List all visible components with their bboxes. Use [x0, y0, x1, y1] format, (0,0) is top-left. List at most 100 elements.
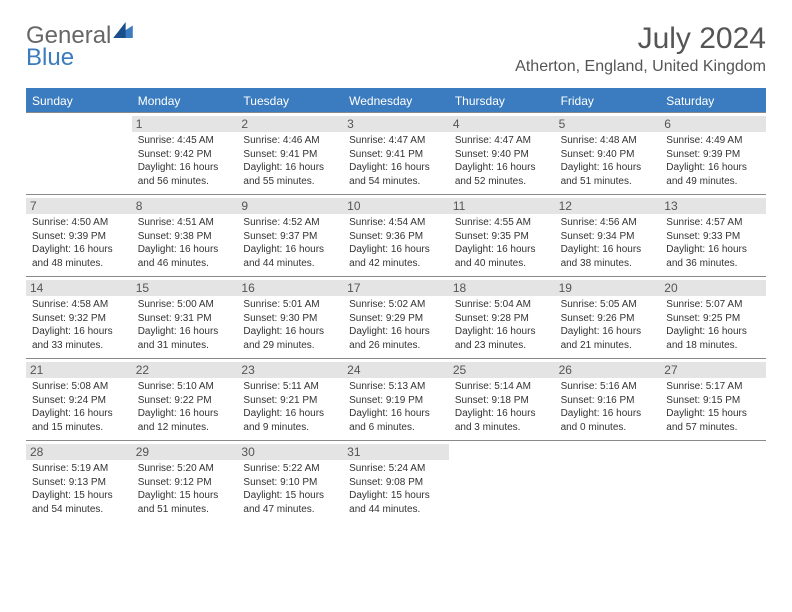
sunrise-line: Sunrise: 5:19 AM	[32, 462, 126, 476]
day-header-cell: Monday	[132, 90, 238, 112]
sunrise-line: Sunrise: 5:10 AM	[138, 380, 232, 394]
sunrise-line: Sunrise: 5:07 AM	[666, 298, 760, 312]
sunrise-line: Sunrise: 4:45 AM	[138, 134, 232, 148]
calendar-cell: 3Sunrise: 4:47 AMSunset: 9:41 PMDaylight…	[343, 113, 449, 194]
sunrise-line: Sunrise: 5:11 AM	[243, 380, 337, 394]
day-number: 23	[237, 362, 343, 378]
sunrise-line: Sunrise: 5:02 AM	[349, 298, 443, 312]
sunset-line: Sunset: 9:16 PM	[561, 394, 655, 408]
sunset-line: Sunset: 9:31 PM	[138, 312, 232, 326]
calendar-cell: 23 Sunrise: 5:11 AMSunset: 9:21 PMDayligh…	[237, 359, 343, 440]
day-number: 22	[132, 362, 238, 378]
sunset-line: Sunset: 9:41 PM	[349, 148, 443, 162]
daylight-line: Daylight: 16 hours and 12 minutes.	[138, 407, 232, 434]
day-number: 4	[449, 116, 555, 132]
daylight-line: Daylight: 15 hours and 57 minutes.	[666, 407, 760, 434]
day-header-cell: Saturday	[660, 90, 766, 112]
day-number: 24	[343, 362, 449, 378]
day-number: 16	[237, 280, 343, 296]
sunrise-line: Sunrise: 4:47 AM	[455, 134, 549, 148]
sunset-line: Sunset: 9:35 PM	[455, 230, 549, 244]
calendar-cell: 7Sunrise: 4:50 AMSunset: 9:39 PMDaylight…	[26, 195, 132, 276]
location-label: Atherton, England, United Kingdom	[515, 58, 766, 76]
sunset-line: Sunset: 9:37 PM	[243, 230, 337, 244]
calendar-week: 1Sunrise: 4:45 AMSunset: 9:42 PMDaylight…	[26, 112, 766, 194]
calendar-cell: 14Sunrise: 4:58 AMSunset: 9:32 PMDayligh…	[26, 277, 132, 358]
calendar-cell: 21Sunrise: 5:08 AMSunset: 9:24 PMDayligh…	[26, 359, 132, 440]
sunset-line: Sunset: 9:34 PM	[561, 230, 655, 244]
daylight-line: Daylight: 16 hours and 54 minutes.	[349, 161, 443, 188]
daylight-line: Daylight: 16 hours and 52 minutes.	[455, 161, 549, 188]
calendar-week: 14Sunrise: 4:58 AMSunset: 9:32 PMDayligh…	[26, 276, 766, 358]
daylight-line: Daylight: 16 hours and 33 minutes.	[32, 325, 126, 352]
calendar-cell: 6Sunrise: 4:49 AMSunset: 9:39 PMDaylight…	[660, 113, 766, 194]
calendar-cell	[555, 441, 661, 522]
day-number: 11	[449, 198, 555, 214]
calendar-cell: 26Sunrise: 5:16 AMSunset: 9:16 PMDayligh…	[555, 359, 661, 440]
sunrise-line: Sunrise: 5:17 AM	[666, 380, 760, 394]
day-number: 9	[237, 198, 343, 214]
sunset-line: Sunset: 9:28 PM	[455, 312, 549, 326]
day-number: 28	[26, 444, 132, 460]
day-header-cell: Thursday	[449, 90, 555, 112]
calendar-cell: 4Sunrise: 4:47 AMSunset: 9:40 PMDaylight…	[449, 113, 555, 194]
logo: GeneralBlue	[26, 22, 133, 72]
day-number: 14	[26, 280, 132, 296]
day-number: 8	[132, 198, 238, 214]
daylight-line: Daylight: 16 hours and 46 minutes.	[138, 243, 232, 270]
daylight-line: Daylight: 15 hours and 47 minutes.	[243, 489, 337, 516]
calendar-cell	[26, 113, 132, 194]
sunset-line: Sunset: 9:15 PM	[666, 394, 760, 408]
day-number: 1	[132, 116, 238, 132]
sunrise-line: Sunrise: 4:52 AM	[243, 216, 337, 230]
sunset-line: Sunset: 9:24 PM	[32, 394, 126, 408]
day-number: 12	[555, 198, 661, 214]
daylight-line: Daylight: 16 hours and 36 minutes.	[666, 243, 760, 270]
sunset-line: Sunset: 9:08 PM	[349, 476, 443, 490]
sunset-line: Sunset: 9:19 PM	[349, 394, 443, 408]
day-number: 31	[343, 444, 449, 460]
calendar-cell: 11Sunrise: 4:55 AMSunset: 9:35 PMDayligh…	[449, 195, 555, 276]
day-header-cell: Tuesday	[237, 90, 343, 112]
calendar-cell: 2Sunrise: 4:46 AMSunset: 9:41 PMDaylight…	[237, 113, 343, 194]
sunrise-line: Sunrise: 5:16 AM	[561, 380, 655, 394]
day-number: 21	[26, 362, 132, 378]
sunrise-line: Sunrise: 5:04 AM	[455, 298, 549, 312]
day-number: 2	[237, 116, 343, 132]
daylight-line: Daylight: 16 hours and 29 minutes.	[243, 325, 337, 352]
daylight-line: Daylight: 16 hours and 55 minutes.	[243, 161, 337, 188]
calendar-cell: 27Sunrise: 5:17 AMSunset: 9:15 PMDayligh…	[660, 359, 766, 440]
daylight-line: Daylight: 15 hours and 44 minutes.	[349, 489, 443, 516]
sunset-line: Sunset: 9:39 PM	[666, 148, 760, 162]
day-number: 26	[555, 362, 661, 378]
sunrise-line: Sunrise: 5:14 AM	[455, 380, 549, 394]
day-number: 7	[26, 198, 132, 214]
calendar-cell: 28Sunrise: 5:19 AMSunset: 9:13 PMDayligh…	[26, 441, 132, 522]
sunrise-line: Sunrise: 5:00 AM	[138, 298, 232, 312]
logo-mark-icon	[113, 22, 133, 43]
sunrise-line: Sunrise: 5:22 AM	[243, 462, 337, 476]
sunset-line: Sunset: 9:10 PM	[243, 476, 337, 490]
daylight-line: Daylight: 16 hours and 51 minutes.	[561, 161, 655, 188]
daylight-line: Daylight: 16 hours and 9 minutes.	[243, 407, 337, 434]
sunrise-line: Sunrise: 5:01 AM	[243, 298, 337, 312]
daylight-line: Daylight: 16 hours and 3 minutes.	[455, 407, 549, 434]
sunset-line: Sunset: 9:21 PM	[243, 394, 337, 408]
calendar-week: 21Sunrise: 5:08 AMSunset: 9:24 PMDayligh…	[26, 358, 766, 440]
daylight-line: Daylight: 16 hours and 38 minutes.	[561, 243, 655, 270]
sunset-line: Sunset: 9:22 PM	[138, 394, 232, 408]
day-number: 18	[449, 280, 555, 296]
sunset-line: Sunset: 9:41 PM	[243, 148, 337, 162]
day-number: 30	[237, 444, 343, 460]
sunrise-line: Sunrise: 5:24 AM	[349, 462, 443, 476]
calendar-cell: 29Sunrise: 5:20 AMSunset: 9:12 PMDayligh…	[132, 441, 238, 522]
day-number: 6	[660, 116, 766, 132]
page-title: July 2024	[515, 22, 766, 56]
daylight-line: Daylight: 16 hours and 15 minutes.	[32, 407, 126, 434]
daylight-line: Daylight: 16 hours and 26 minutes.	[349, 325, 443, 352]
calendar-week: 28 Sunrise: 5:19 AMSunset: 9:13 PM Dayligh…	[26, 440, 766, 522]
day-header-cell: Friday	[555, 90, 661, 112]
day-number: 3	[343, 116, 449, 132]
calendar-cell: 1Sunrise: 4:45 AMSunset: 9:42 PMDaylight…	[132, 113, 238, 194]
sunset-line: Sunset: 9:13 PM	[32, 476, 126, 490]
